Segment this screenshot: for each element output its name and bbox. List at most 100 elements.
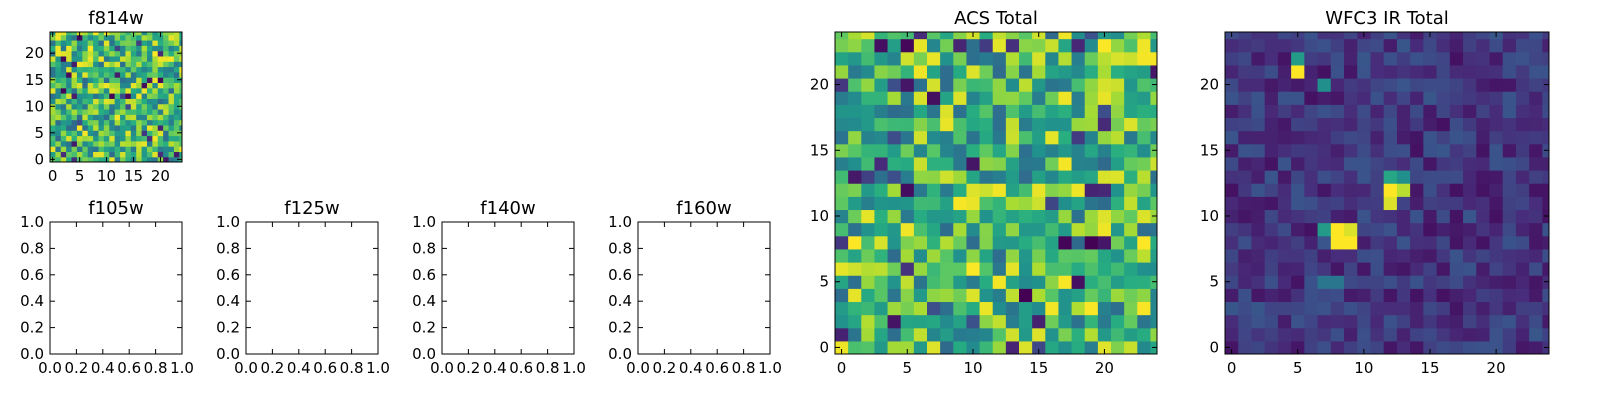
- heatmap-cell: [157, 135, 164, 142]
- heatmap-cell: [66, 55, 73, 62]
- heatmap-cell: [141, 98, 148, 105]
- heatmap-cell: [93, 156, 100, 162]
- f105w-xtick-label: 1.0: [170, 359, 194, 377]
- heatmap-cell: [1032, 275, 1046, 289]
- heatmap-cell: [98, 103, 105, 110]
- heatmap-cell: [179, 140, 182, 147]
- heatmap-cell: [848, 235, 862, 250]
- heatmap-cell: [1111, 51, 1125, 66]
- heatmap-cell: [927, 262, 941, 276]
- heatmap-cell: [1357, 235, 1372, 250]
- heatmap-cell: [1436, 170, 1451, 184]
- heatmap-cell: [835, 209, 849, 224]
- heatmap-cell: [66, 87, 73, 94]
- heatmap-cell: [173, 66, 180, 73]
- heatmap-cell: [927, 340, 941, 354]
- heatmap-cell: [913, 104, 928, 119]
- heatmap-cell: [82, 87, 89, 94]
- heatmap-cell: [1357, 301, 1372, 316]
- heatmap-cell: [1045, 91, 1060, 105]
- heatmap-cell: [98, 108, 105, 115]
- heatmap-cell: [1045, 209, 1060, 224]
- heatmap-cell: [1291, 170, 1305, 184]
- heatmap-cell: [1058, 248, 1073, 263]
- heatmap-cell: [125, 124, 132, 131]
- heatmap-cell: [1124, 262, 1138, 276]
- heatmap-cell: [900, 235, 915, 250]
- heatmap-cell: [1463, 327, 1477, 342]
- heatmap-cell: [1357, 183, 1372, 197]
- heatmap-cell: [900, 314, 915, 329]
- heatmap-cell: [1097, 235, 1112, 250]
- heatmap-cell: [1476, 183, 1491, 197]
- heatmap-cell: [1238, 130, 1253, 145]
- heatmap-cell: [1463, 170, 1477, 184]
- heatmap-cell: [1111, 91, 1125, 105]
- heatmap-cell: [114, 156, 121, 162]
- heatmap-cell: [1370, 314, 1385, 329]
- heatmap-cell: [835, 314, 849, 329]
- heatmap-cell: [913, 340, 928, 354]
- heatmap-cell: [1032, 117, 1046, 132]
- heatmap-cell: [1396, 104, 1411, 119]
- heatmap-cell: [874, 143, 889, 158]
- heatmap-cell: [71, 156, 78, 162]
- heatmap-cell: [1449, 235, 1464, 250]
- heatmap-cell: [940, 275, 954, 289]
- heatmap-cell: [1264, 91, 1279, 105]
- heatmap-cell: [103, 82, 110, 89]
- heatmap-cell: [1291, 38, 1305, 53]
- heatmap-cell: [1264, 209, 1279, 224]
- heatmap-cell: [1515, 78, 1530, 92]
- heatmap-cell: [1045, 275, 1060, 289]
- heatmap-cell: [887, 314, 902, 329]
- heatmap-cell: [1277, 314, 1292, 329]
- heatmap-cell: [76, 87, 83, 94]
- heatmap-cell: [1045, 32, 1060, 40]
- heatmap-cell: [992, 143, 1007, 158]
- heatmap-cell: [50, 140, 56, 147]
- heatmap-cell: [1304, 262, 1319, 276]
- heatmap-cell: [82, 119, 89, 126]
- wfc3-ir-total-xtick-label: 20: [1487, 359, 1506, 377]
- heatmap-cell: [146, 156, 153, 162]
- heatmap-cell: [874, 117, 889, 132]
- heatmap-cell: [1489, 78, 1504, 92]
- heatmap-cell: [163, 135, 170, 142]
- heatmap-cell: [1277, 262, 1292, 276]
- heatmap-cell: [1449, 248, 1464, 263]
- heatmap-cell: [927, 327, 941, 342]
- heatmap-cell: [1344, 235, 1358, 250]
- heatmap-cell: [1489, 209, 1504, 224]
- heatmap-cell: [1476, 196, 1491, 211]
- wfc3-ir-total-ytick-label: 15: [1200, 141, 1219, 159]
- heatmap-cell: [940, 301, 954, 316]
- heatmap-cell: [71, 108, 78, 115]
- heatmap-cell: [1005, 130, 1020, 145]
- heatmap-cell: [1225, 248, 1239, 263]
- heatmap-cell: [130, 34, 137, 41]
- heatmap-cell: [835, 78, 849, 92]
- heatmap-cell: [60, 146, 67, 152]
- heatmap-cell: [1542, 288, 1549, 303]
- heatmap-cell: [992, 170, 1007, 184]
- heatmap-cell: [900, 170, 915, 184]
- heatmap-cell: [1097, 51, 1112, 66]
- heatmap-cell: [103, 93, 110, 99]
- heatmap-cell: [900, 156, 915, 171]
- heatmap-cell: [76, 130, 83, 137]
- heatmap-cell: [163, 146, 170, 152]
- heatmap-cell: [1264, 301, 1279, 316]
- heatmap-cell: [1058, 32, 1073, 40]
- acs-total-ytick-label: 5: [819, 273, 829, 291]
- heatmap-cell: [835, 170, 849, 184]
- heatmap-cell: [953, 91, 968, 105]
- heatmap-cell: [103, 119, 110, 126]
- heatmap-cell: [1449, 314, 1464, 329]
- heatmap-cell: [55, 71, 62, 78]
- heatmap-cell: [1137, 78, 1152, 92]
- heatmap-cell: [141, 34, 148, 41]
- heatmap-cell: [1032, 301, 1046, 316]
- heatmap-cell: [861, 222, 876, 237]
- heatmap-cell: [1357, 340, 1372, 354]
